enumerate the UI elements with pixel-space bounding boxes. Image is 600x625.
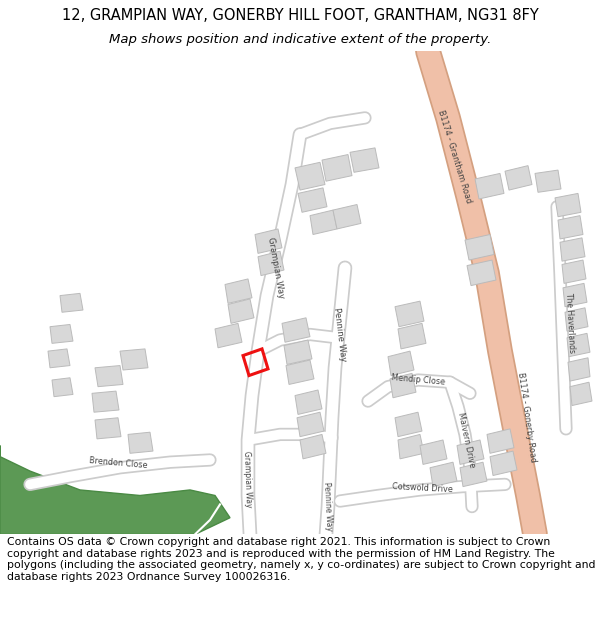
Polygon shape [558, 216, 583, 239]
Text: Contains OS data © Crown copyright and database right 2021. This information is : Contains OS data © Crown copyright and d… [7, 537, 596, 582]
Text: B1174 - Gonerby Road: B1174 - Gonerby Road [516, 372, 538, 463]
Text: Brendon Close: Brendon Close [89, 456, 148, 471]
Polygon shape [120, 349, 148, 370]
Polygon shape [567, 333, 590, 357]
Text: Map shows position and indicative extent of the property.: Map shows position and indicative extent… [109, 34, 491, 46]
Polygon shape [487, 429, 514, 453]
Polygon shape [505, 166, 532, 190]
Polygon shape [388, 351, 414, 376]
Text: The Haverlands: The Haverlands [564, 293, 576, 354]
Polygon shape [297, 412, 324, 437]
Text: Malvern Drive: Malvern Drive [456, 412, 476, 468]
Polygon shape [282, 318, 310, 342]
Polygon shape [465, 234, 494, 260]
Polygon shape [565, 308, 588, 331]
Polygon shape [300, 434, 326, 459]
Polygon shape [535, 170, 561, 192]
Polygon shape [284, 340, 312, 364]
Polygon shape [215, 323, 242, 348]
Polygon shape [562, 260, 586, 283]
Polygon shape [390, 373, 416, 398]
Polygon shape [0, 446, 230, 534]
Polygon shape [95, 366, 123, 387]
Polygon shape [560, 238, 585, 261]
Text: Mendip Close: Mendip Close [391, 373, 445, 387]
Polygon shape [395, 301, 424, 327]
Polygon shape [298, 188, 327, 213]
Polygon shape [467, 260, 496, 286]
Polygon shape [295, 162, 325, 190]
Polygon shape [295, 390, 322, 414]
Polygon shape [475, 173, 504, 199]
Polygon shape [555, 193, 581, 217]
Polygon shape [490, 451, 517, 476]
Polygon shape [286, 360, 314, 384]
Polygon shape [568, 357, 590, 381]
Polygon shape [570, 382, 592, 406]
Text: Pennine Way: Pennine Way [332, 307, 348, 362]
Text: B1174 - Grantham Road: B1174 - Grantham Road [437, 109, 473, 204]
Polygon shape [92, 391, 119, 412]
Polygon shape [395, 412, 422, 437]
Polygon shape [457, 440, 484, 464]
Text: Grampian Way: Grampian Way [242, 451, 253, 508]
Text: Pennine Way: Pennine Way [322, 482, 334, 531]
Text: Cotswold Drive: Cotswold Drive [391, 482, 452, 494]
Polygon shape [228, 299, 254, 323]
Polygon shape [258, 251, 284, 276]
Polygon shape [398, 434, 424, 459]
Polygon shape [48, 349, 70, 368]
Polygon shape [563, 283, 587, 307]
Polygon shape [60, 293, 83, 312]
Polygon shape [420, 440, 447, 464]
Polygon shape [322, 154, 352, 181]
Polygon shape [310, 210, 337, 234]
Polygon shape [52, 378, 73, 397]
Polygon shape [225, 279, 252, 303]
Polygon shape [128, 432, 153, 453]
Polygon shape [255, 229, 282, 253]
Polygon shape [50, 324, 73, 343]
Text: Grampian Way: Grampian Way [266, 236, 286, 299]
Polygon shape [460, 462, 487, 487]
Polygon shape [333, 204, 361, 229]
Polygon shape [95, 418, 121, 439]
Text: 12, GRAMPIAN WAY, GONERBY HILL FOOT, GRANTHAM, NG31 8FY: 12, GRAMPIAN WAY, GONERBY HILL FOOT, GRA… [62, 8, 538, 23]
Polygon shape [430, 462, 457, 487]
Polygon shape [350, 148, 379, 173]
Polygon shape [398, 323, 426, 349]
